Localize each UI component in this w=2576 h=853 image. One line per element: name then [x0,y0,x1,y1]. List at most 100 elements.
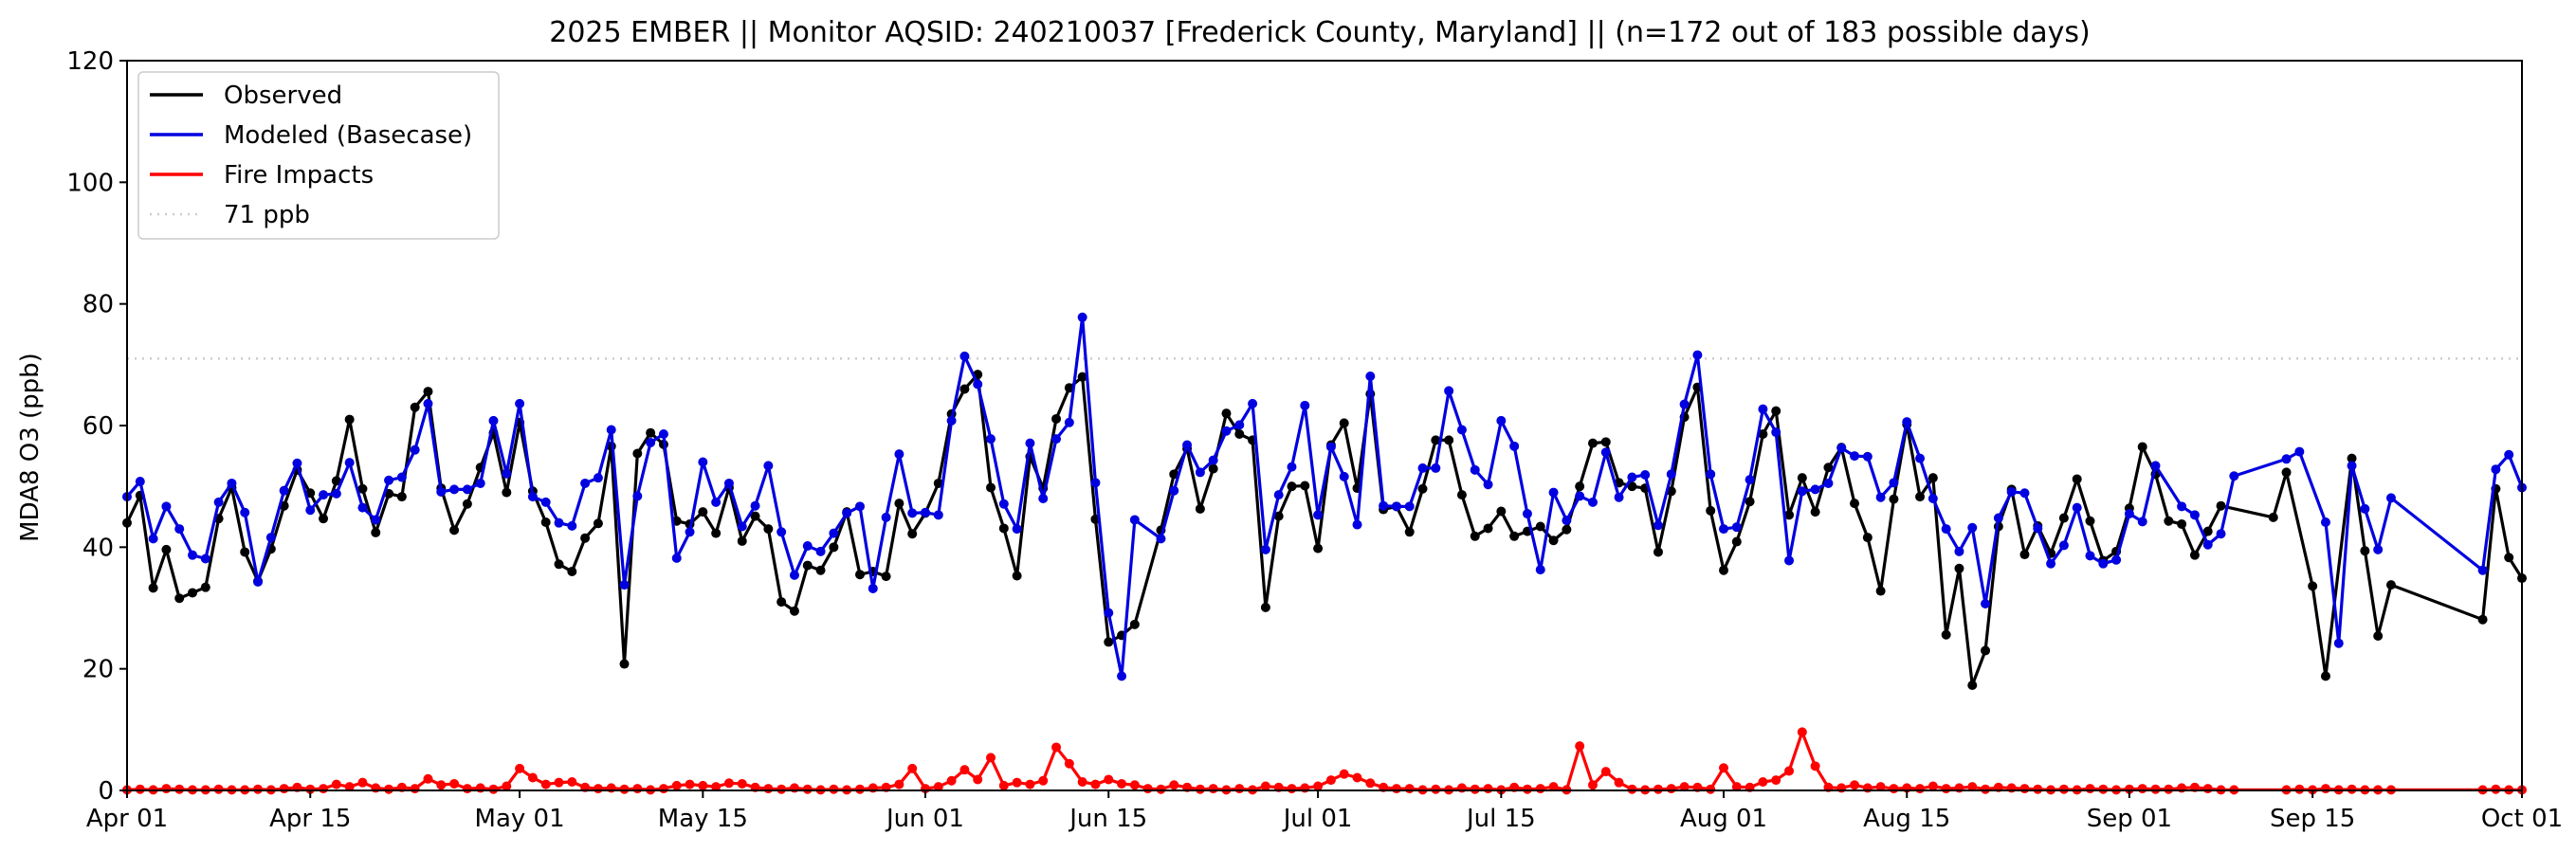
data-point-observed [711,528,722,538]
data-point-observed [1169,469,1179,480]
data-point-modeled-basecase [606,425,616,435]
data-point-fire-impacts [1915,784,1926,794]
data-point-modeled-basecase [1470,464,1480,475]
data-point-modeled-basecase [986,434,996,445]
data-point-observed [331,476,341,486]
data-point-modeled-basecase [1417,463,1428,473]
data-point-fire-impacts [1195,784,1205,794]
data-point-modeled-basecase [1981,599,1991,609]
data-point-modeled-basecase [371,515,381,525]
data-point-modeled-basecase [1614,492,1624,502]
data-point-fire-impacts [593,784,603,794]
data-point-modeled-basecase [1064,417,1074,427]
data-point-fire-impacts [279,784,289,794]
data-point-fire-impacts [763,784,774,794]
data-point-observed [2085,516,2095,526]
data-point-modeled-basecase [2333,638,2344,648]
data-point-fire-impacts [685,779,695,789]
data-point-observed [750,511,760,521]
data-point-observed [396,492,407,502]
data-point-fire-impacts [1051,742,1062,753]
data-point-modeled-basecase [1535,565,1545,575]
data-point-modeled-basecase [723,478,734,488]
data-point-modeled-basecase [1653,520,1663,531]
data-point-observed [1758,428,1768,439]
data-point-modeled-basecase [1967,522,1978,533]
data-point-fire-impacts [1758,777,1768,788]
data-point-observed [1927,473,1938,483]
y-tick-label: 60 [82,412,114,441]
y-tick-label: 80 [82,291,114,319]
data-point-modeled-basecase [829,528,839,538]
data-point-observed [540,517,551,528]
data-point-observed [2202,526,2213,536]
data-point-observed [1104,637,1114,647]
data-point-observed [2164,516,2174,526]
data-point-fire-impacts [1967,782,1978,792]
data-point-observed [161,544,172,554]
data-point-observed [2281,467,2292,478]
data-point-fire-impacts [723,778,734,789]
data-point-modeled-basecase [240,507,250,517]
x-tick-label: Oct 01 [2481,805,2563,833]
data-point-fire-impacts [1325,775,1336,786]
data-point-observed [2320,671,2330,681]
data-point-observed [2019,550,2030,560]
data-point-observed [632,448,643,459]
data-point-observed [1064,383,1074,393]
data-point-fire-impacts [1025,779,1035,789]
data-point-modeled-basecase [1051,434,1062,445]
data-point-modeled-basecase [2085,551,2095,561]
data-point-observed [1535,521,1545,532]
data-point-observed [593,518,603,529]
data-point-modeled-basecase [619,580,630,590]
data-point-observed [829,542,839,553]
data-point-fire-impacts [1875,782,1886,792]
data-point-modeled-basecase [527,492,538,502]
data-point-fire-impacts [1431,784,1441,794]
data-point-fire-impacts [1260,781,1270,791]
data-point-observed [1653,547,1663,557]
data-point-modeled-basecase [488,415,499,426]
data-point-fire-impacts [1313,781,1324,791]
data-point-fire-impacts [1156,784,1166,794]
data-point-observed [1456,490,1467,500]
data-point-fire-impacts [1142,784,1153,794]
chart-title: 2025 EMBER || Monitor AQSID: 240210037 [… [549,16,2091,49]
data-point-modeled-basecase [265,533,276,543]
data-point-observed [1745,497,1755,507]
data-point-fire-impacts [161,784,172,794]
data-point-modeled-basecase [475,478,485,488]
data-point-modeled-basecase [1365,372,1376,382]
data-point-modeled-basecase [1313,510,1324,520]
data-point-observed [240,547,250,557]
data-point-modeled-basecase [2150,461,2161,471]
data-point-modeled-basecase [1248,398,1258,408]
data-point-modeled-basecase [2347,461,2357,471]
data-point-modeled-basecase [1456,425,1467,435]
data-point-fire-impacts [1706,784,1716,794]
data-point-modeled-basecase [1692,350,1703,360]
data-point-modeled-basecase [1208,455,1218,465]
data-point-modeled-basecase [1260,544,1270,554]
data-point-modeled-basecase [1627,472,1637,482]
data-point-fire-impacts [1575,741,1585,752]
data-point-observed [319,514,329,524]
data-point-observed [2137,442,2147,452]
data-point-observed [619,659,630,669]
x-tick-label: Jul 01 [1282,805,1353,833]
data-point-fire-impacts [384,784,394,794]
data-point-modeled-basecase [1025,438,1035,448]
data-point-modeled-basecase [646,437,656,447]
data-point-fire-impacts [933,782,943,792]
data-point-fire-impacts [1810,761,1820,771]
data-point-modeled-basecase [1889,478,1899,488]
data-point-modeled-basecase [1352,519,1362,530]
data-point-fire-impacts [632,784,643,794]
data-point-observed [2385,580,2396,590]
data-point-modeled-basecase [881,512,891,522]
data-point-modeled-basecase [161,501,172,512]
data-point-observed [1221,408,1232,419]
data-point-modeled-basecase [2385,493,2396,503]
data-point-modeled-basecase [148,534,158,544]
